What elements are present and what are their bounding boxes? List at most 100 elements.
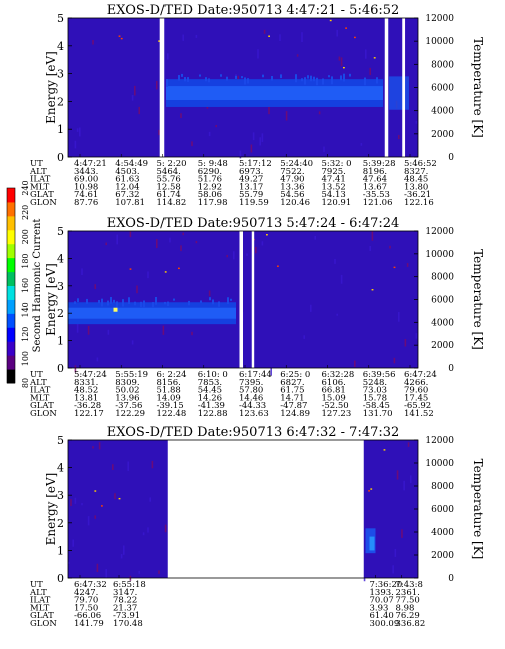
heatmap-noise <box>404 339 407 347</box>
y2-axis-label: Temperature [K] <box>471 249 485 350</box>
heatmap-speck <box>371 289 374 291</box>
table-cell: 3443. <box>74 167 98 177</box>
heatmap-noise <box>156 80 158 90</box>
heatmap-band-texture <box>313 76 315 82</box>
y-tick-label: 0 <box>57 572 64 585</box>
colorbar-swatch <box>7 341 15 356</box>
heatmap-blob <box>369 536 375 551</box>
y2-tick-label: 10000 <box>425 37 454 47</box>
heatmap-band-texture <box>140 301 142 307</box>
table-cell: 5:17:12 <box>239 159 272 169</box>
y-tick-label: 2 <box>57 307 64 320</box>
heatmap-noise <box>409 475 412 484</box>
table-cell: 7:43:8 <box>396 580 423 590</box>
table-cell: 12.58 <box>157 182 181 192</box>
table-cell: 14.71 <box>280 393 304 403</box>
colorbar-tick-label: 120 <box>21 327 30 342</box>
table-cell: 12.92 <box>198 182 222 192</box>
table-row-label: GLON <box>30 198 57 208</box>
y2-tick-label: 10000 <box>425 250 454 260</box>
heatmap-band-texture <box>301 78 303 82</box>
table-cell: 124.89 <box>280 409 310 419</box>
y2-tick-label: 8000 <box>431 273 454 283</box>
heatmap-noise <box>252 132 255 141</box>
table-row-label: ILAT <box>30 175 51 185</box>
heatmap-noise <box>131 340 134 345</box>
table-cell: -73.91 <box>113 611 140 621</box>
heatmap-noise <box>191 331 193 336</box>
heatmap-band-texture <box>188 300 190 306</box>
table-cell: 122.48 <box>157 409 187 419</box>
table-cell: 6:10: 0 <box>198 370 228 380</box>
colorbar-swatch <box>7 355 15 370</box>
heatmap-speck <box>178 267 180 270</box>
heatmap-noise <box>215 124 217 128</box>
heatmap-band-texture <box>331 76 333 85</box>
heatmap-noise <box>396 470 399 480</box>
data-gap <box>402 18 406 157</box>
heatmap-speck <box>354 36 356 39</box>
heatmap-noise <box>96 357 99 362</box>
heatmap-band-texture <box>310 75 312 82</box>
table-cell: 120.91 <box>322 198 352 208</box>
table-cell: 87.76 <box>74 198 98 208</box>
heatmap-band-texture <box>134 301 136 306</box>
heatmap-speck <box>370 488 373 490</box>
heatmap-noise <box>398 312 400 322</box>
table-cell: 3.93 <box>370 603 389 613</box>
heatmap-band-texture <box>226 76 228 81</box>
heatmap-band-texture <box>74 301 76 305</box>
y2-tick-label: 4000 <box>431 107 454 117</box>
table-cell: 6:17:44 <box>239 370 272 380</box>
heatmap-band-texture <box>307 75 309 79</box>
heatmap-noise <box>285 111 288 121</box>
heatmap-noise <box>398 134 400 140</box>
heatmap-band-texture <box>349 73 351 77</box>
table-cell: 120.46 <box>280 198 310 208</box>
panel-title: EXOS-D/TED Date:950713 6:47:32 - 7:47:32 <box>107 425 400 440</box>
heatmap-noise <box>182 232 184 236</box>
heatmap-noise <box>142 532 145 536</box>
table-cell: 6:39:56 <box>363 370 396 380</box>
table-cell: 74.61 <box>74 190 98 200</box>
colorbar-swatch <box>7 257 15 273</box>
heatmap-noise <box>296 54 299 57</box>
heatmap-noise <box>98 442 101 450</box>
table-cell: 5:24:40 <box>280 159 313 169</box>
table-row-label: GLAT <box>30 401 54 411</box>
heatmap-noise <box>81 503 83 506</box>
table-cell: 5:55:19 <box>115 370 148 380</box>
colorbar-tick-label: 160 <box>21 278 30 293</box>
table-cell: 14.26 <box>198 393 222 403</box>
heatmap-noise <box>226 254 228 258</box>
panel-title: EXOS-D/TED Date:950713 4:47:21 - 5:46:52 <box>107 3 400 18</box>
heatmap-noise <box>318 111 321 115</box>
table-row-label: GLON <box>30 619 57 629</box>
heatmap-noise <box>371 231 374 241</box>
y2-axis-label: Temperature [K] <box>471 37 485 138</box>
table-cell: 47.64 <box>363 175 387 185</box>
y2-tick-label: 2000 <box>431 341 454 351</box>
table-cell: 5:47:24 <box>74 370 107 380</box>
heatmap-band-texture <box>187 77 189 82</box>
table-cell: 54.13 <box>322 190 346 200</box>
heatmap-band-texture <box>241 76 243 79</box>
heatmap-noise <box>164 524 167 533</box>
heatmap-band-texture <box>247 78 249 84</box>
heatmap-noise <box>112 464 114 470</box>
heatmap-noise <box>301 32 303 43</box>
heatmap-noise <box>340 274 343 284</box>
colorbar-swatch <box>7 285 15 300</box>
heatmap-noise <box>134 85 136 96</box>
table-cell: 4:47:21 <box>74 159 107 169</box>
heatmap-noise <box>310 304 312 312</box>
table-cell: 114.82 <box>157 198 187 208</box>
heatmap-noise <box>87 516 90 526</box>
table-row-label: ILAT <box>30 386 51 396</box>
heatmap-band-texture <box>167 301 169 307</box>
table-cell: 77.50 <box>396 596 420 606</box>
y2-tick-label: 12000 <box>425 436 454 446</box>
table-cell: 5: 9:48 <box>198 159 228 169</box>
table-cell: 5: 2:20 <box>157 159 187 169</box>
